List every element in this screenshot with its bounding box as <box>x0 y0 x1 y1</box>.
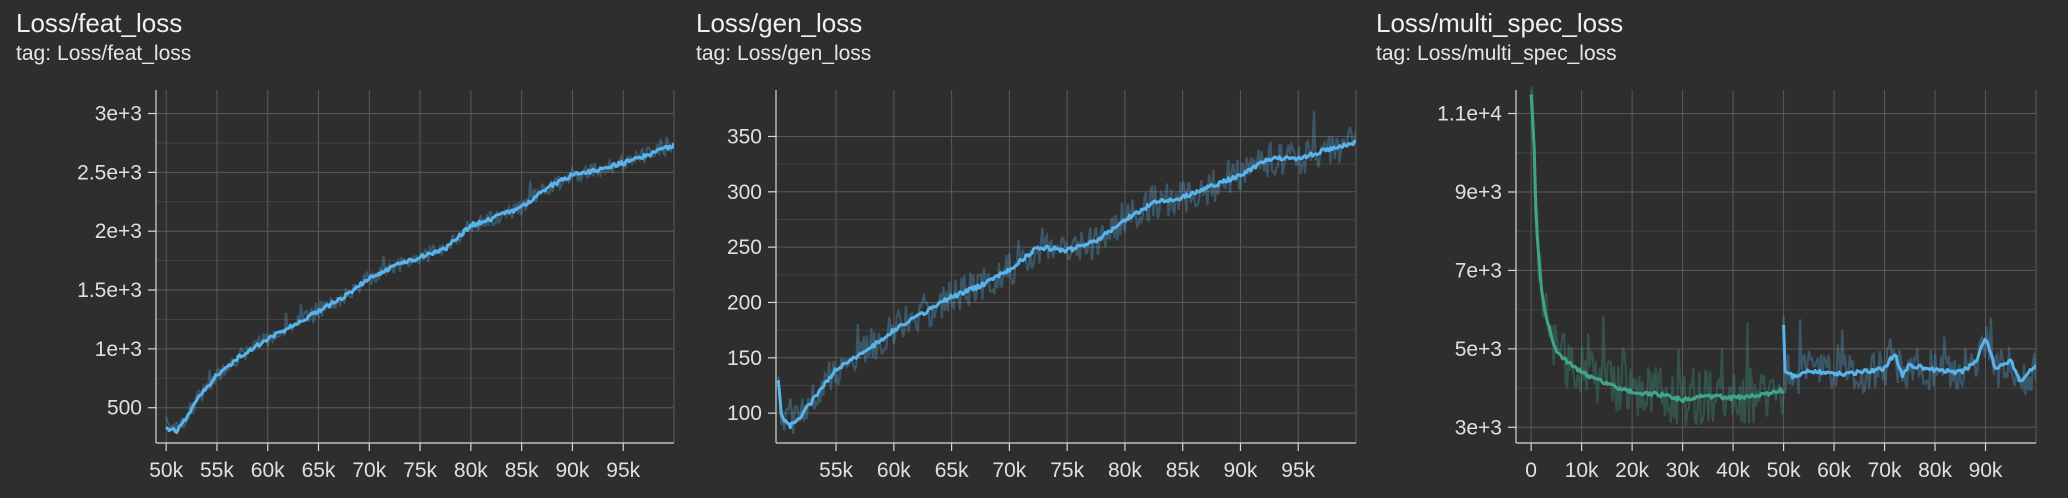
tag-value: Loss/feat_loss <box>57 42 192 65</box>
y-tick-label: 1e+3 <box>95 338 142 361</box>
chart-title: Loss/gen_loss <box>696 8 863 38</box>
y-tick-label: 2e+3 <box>95 220 142 243</box>
x-tick-label: 30k <box>1666 459 1700 482</box>
chart-tag: tag: Loss/feat_loss <box>16 42 191 66</box>
line-chart-gen-loss[interactable]: 55k 60k 65k 70k 75k 80k 85k 90k 95k 100 150 200 250 3… <box>696 0 1376 498</box>
y-tick-label: 3e+3 <box>1455 416 1502 439</box>
x-tick-label: 50k <box>149 459 183 482</box>
x-tick-label: 20k <box>1615 459 1649 482</box>
x-tick-label: 60k <box>251 459 285 482</box>
x-tick-label: 75k <box>403 459 437 482</box>
x-tick-label: 10k <box>1565 459 1599 482</box>
series-smoothed-line <box>1529 94 1785 404</box>
y-tick-label: 350 <box>727 125 762 148</box>
y-tick-label: 3e+3 <box>95 103 142 126</box>
x-tick-label: 70k <box>1868 459 1902 482</box>
y-tick-label: 200 <box>727 291 762 314</box>
chart-title: Loss/feat_loss <box>16 8 183 38</box>
x-tick-label: 90k <box>556 459 590 482</box>
line-chart-feat-loss[interactable]: 50k 55k 60k 65k 70k 75k 80k 85k 90k 95k 500 1e+3 1.5… <box>16 0 706 498</box>
x-tick-label: 95k <box>606 459 640 482</box>
y-tick-label: 1.1e+4 <box>1437 103 1502 126</box>
x-tick-label: 90k <box>1224 459 1258 482</box>
x-tick-label: 70k <box>992 459 1026 482</box>
y-tick-label: 5e+3 <box>1455 338 1502 361</box>
x-tick-label: 85k <box>1166 459 1200 482</box>
chart-card-multi-spec-loss: Loss/multi_spec_loss tag: Loss/multi_spec… <box>1376 0 2066 498</box>
y-tick-label: 250 <box>727 236 762 259</box>
series-smoothed-line <box>1782 324 2036 383</box>
tag-prefix: tag: <box>1376 42 1412 65</box>
x-tick-label: 55k <box>200 459 234 482</box>
chart-tag: tag: Loss/multi_spec_loss <box>1376 42 1617 66</box>
tag-prefix: tag: <box>16 42 52 65</box>
x-tick-label: 80k <box>1918 459 1952 482</box>
x-tick-label: 60k <box>877 459 911 482</box>
chart-card-feat-loss: Loss/feat_loss tag: Loss/feat_loss 50k 55k… <box>16 0 706 498</box>
x-tick-label: 55k <box>819 459 853 482</box>
chart-card-gen-loss: Loss/gen_loss tag: Loss/gen_loss 55k 60k 65… <box>696 0 1376 498</box>
x-tick-label: 85k <box>505 459 539 482</box>
y-tick-label: 9e+3 <box>1455 181 1502 204</box>
y-tick-label: 100 <box>727 402 762 425</box>
tag-value: Loss/multi_spec_loss <box>1417 42 1617 65</box>
x-tick-label: 0 <box>1525 459 1537 482</box>
chart-title: Loss/multi_spec_loss <box>1376 8 1624 38</box>
x-tick-label: 70k <box>352 459 386 482</box>
grid <box>156 90 675 443</box>
y-tick-label: 500 <box>107 397 142 420</box>
x-tick-label: 75k <box>1050 459 1084 482</box>
x-tick-label: 65k <box>935 459 969 482</box>
series-raw-line <box>1530 86 1785 427</box>
y-tick-label: 150 <box>727 347 762 370</box>
series-raw-line <box>1782 316 2036 396</box>
tag-value: Loss/gen_loss <box>737 42 872 65</box>
series-smoothed-line <box>165 142 674 435</box>
x-tick-label: 80k <box>1108 459 1142 482</box>
tag-prefix: tag: <box>696 42 732 65</box>
x-tick-label: 80k <box>454 459 488 482</box>
x-tick-label: 60k <box>1817 459 1851 482</box>
x-tick-label: 95k <box>1281 459 1315 482</box>
grid <box>1516 90 2037 443</box>
y-tick-label: 7e+3 <box>1455 259 1502 282</box>
y-tick-label: 300 <box>727 181 762 204</box>
y-tick-label: 1.5e+3 <box>77 279 142 302</box>
x-tick-label: 50k <box>1767 459 1801 482</box>
line-chart-multi-spec-loss[interactable]: 0 10k 20k 30k 40k 50k 60k 70k 80k 90k 3e+3 5e+3 7e+3… <box>1376 0 2066 498</box>
grid <box>776 90 1357 443</box>
y-tick-label: 2.5e+3 <box>77 161 142 184</box>
x-tick-label: 40k <box>1716 459 1750 482</box>
chart-tag: tag: Loss/gen_loss <box>696 42 871 66</box>
x-tick-label: 65k <box>302 459 336 482</box>
x-tick-label: 90k <box>1969 459 2003 482</box>
series-smoothed-line <box>776 139 1356 430</box>
